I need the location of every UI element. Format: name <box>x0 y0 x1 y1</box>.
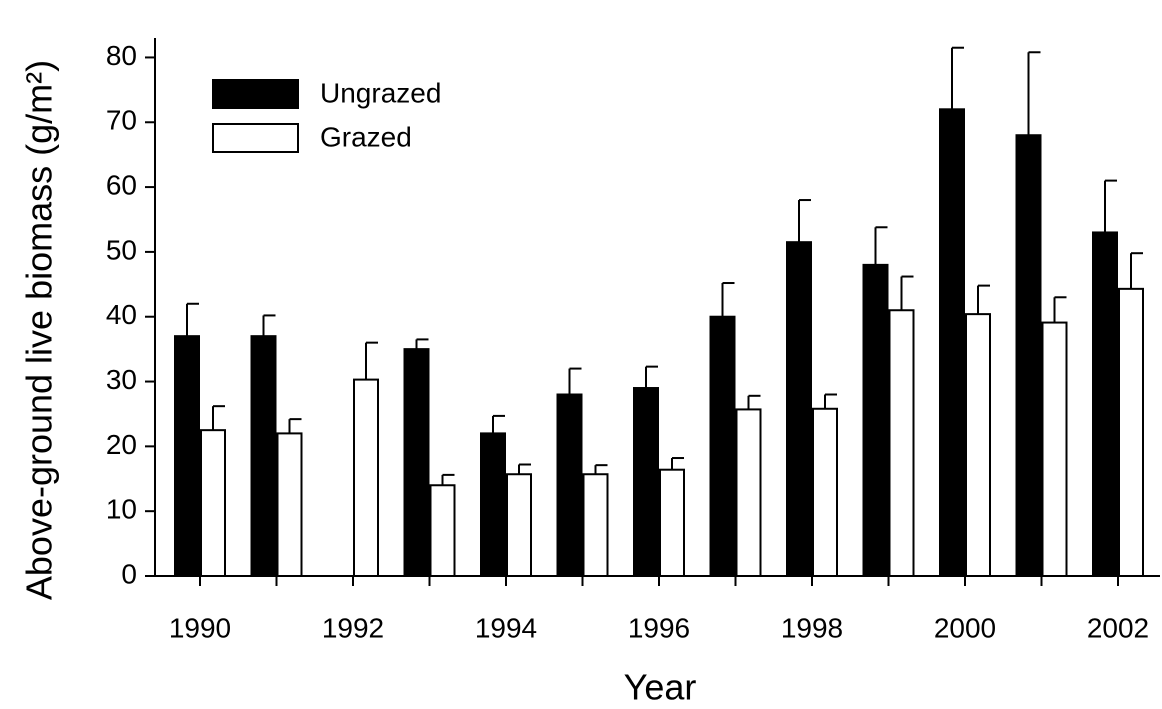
x-tick-label: 1994 <box>475 612 537 643</box>
bar <box>556 393 583 577</box>
x-tick-label: 2000 <box>934 612 996 643</box>
bar <box>353 378 379 577</box>
bar <box>403 348 430 578</box>
x-axis-title: Year <box>624 667 697 708</box>
bar <box>276 432 303 577</box>
bar <box>888 309 915 577</box>
bar <box>939 108 965 577</box>
y-tick-label: 0 <box>121 558 137 589</box>
y-tick-label: 40 <box>106 299 137 330</box>
bar <box>786 241 812 577</box>
bar <box>862 263 889 577</box>
bar <box>200 429 226 577</box>
bar <box>250 335 277 577</box>
y-tick-label: 10 <box>106 494 137 525</box>
y-tick-label: 80 <box>106 40 137 71</box>
legend-swatch <box>212 123 299 153</box>
legend-label: Ungrazed <box>320 77 441 108</box>
bar <box>1041 321 1068 578</box>
x-tick-label: 1996 <box>628 612 690 643</box>
bar <box>659 468 685 577</box>
bar <box>582 473 609 577</box>
y-tick-label: 50 <box>106 234 137 265</box>
x-tick-label: 1998 <box>781 612 843 643</box>
y-axis-title: Above-ground live biomass (g/m²) <box>19 60 60 600</box>
bar <box>633 387 659 578</box>
legend-swatch <box>212 79 299 109</box>
legend-label: Grazed <box>320 121 412 152</box>
bar <box>1092 231 1118 577</box>
bar <box>429 484 456 578</box>
x-tick-label: 1990 <box>169 612 231 643</box>
x-tick-label: 1992 <box>322 612 384 643</box>
y-tick-label: 20 <box>106 429 137 460</box>
bar <box>965 313 991 577</box>
bar <box>709 315 736 577</box>
y-tick-label: 60 <box>106 169 137 200</box>
bar <box>174 335 200 577</box>
bar <box>812 407 838 577</box>
bar <box>735 408 762 577</box>
y-tick-label: 30 <box>106 364 137 395</box>
bar <box>506 473 532 577</box>
x-tick-label: 2002 <box>1087 612 1149 643</box>
bar <box>1015 134 1042 577</box>
bar <box>1118 287 1144 577</box>
bar <box>480 432 506 577</box>
y-tick-label: 70 <box>106 105 137 136</box>
